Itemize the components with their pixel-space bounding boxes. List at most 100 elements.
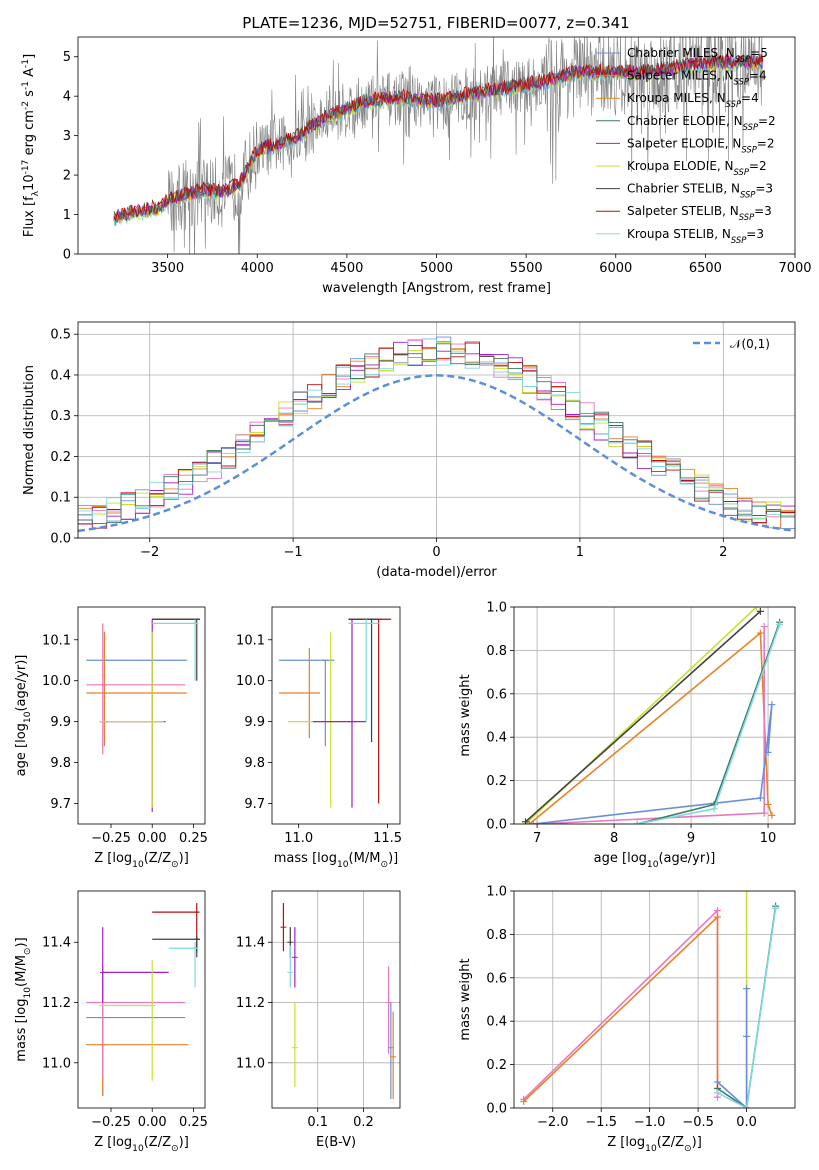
legend-label-kroupa_stelib: Kroupa STELIB, NSSP=3 xyxy=(627,227,764,245)
legend-label-gauss: 𝒩(0,1) xyxy=(730,337,770,351)
y-tick-label: 0.8 xyxy=(486,928,507,943)
x-tick-label: 1 xyxy=(576,545,584,560)
y-axis-label: mass weight xyxy=(458,674,473,756)
weight-marker-kroupa_stelib xyxy=(772,904,780,912)
y-tick-label: 11.0 xyxy=(236,1056,265,1071)
legend-label-kroupa_elodie: Kroupa ELODIE, NSSP=2 xyxy=(627,159,767,177)
x-tick-label: −1 xyxy=(284,545,303,560)
errorbar-point-salpeter_elodie xyxy=(99,619,166,812)
x-axis-label: E(B-V) xyxy=(316,1135,356,1150)
y-tick-label: 0.0 xyxy=(486,1102,507,1117)
plot-area xyxy=(520,891,780,1108)
x-tick-label: −2.0 xyxy=(537,1115,569,1130)
x-tick-label: 4500 xyxy=(330,261,363,276)
x-tick-label: 11.5 xyxy=(373,831,402,846)
massweight-vs-age-panel: 7 8 9 10 0.0 0.2 0.4 0.6 0.8 1.0 age [log10(age/yr… xyxy=(458,601,796,870)
errorbar-point-chabrier_miles xyxy=(279,659,335,747)
x-tick-label: 0.00 xyxy=(138,1115,167,1130)
errorbar-point-salpeter_stelib xyxy=(152,903,200,952)
weight-marker-chabrier_miles xyxy=(529,820,537,824)
errorbar-point-kroupa_elodie xyxy=(291,1002,298,1087)
weight-marker-salpeter_miles xyxy=(768,811,776,819)
x-tick-label: 0.25 xyxy=(179,831,208,846)
axes: 3500 4000 4500 5000 5500 6000 6500 7000 0 1 2 3 4 5 wa… xyxy=(21,36,812,296)
x-tick-label: 5500 xyxy=(510,261,543,276)
x-tick-label: 8 xyxy=(610,831,618,846)
weight-marker-chabrier_miles xyxy=(743,1032,751,1040)
axes: −2.0 −1.5 −1.0 −0.5 0.0 0.0 0.2 0.4 0.6 0.8 1.0 Z [… xyxy=(458,885,796,1154)
histogram-chabrier_elodie xyxy=(78,343,795,525)
x-axis-label: mass [log10(M/M⊙)] xyxy=(274,851,398,870)
weight-marker-pink xyxy=(533,820,541,824)
errorbar-point-kroupa_stelib xyxy=(348,619,379,722)
errorbar-point-kroupa_elodie xyxy=(288,631,345,808)
y-tick-label: 9.9 xyxy=(50,715,71,730)
y-tick-label: 11.4 xyxy=(236,936,265,951)
weight-marker-pink xyxy=(760,623,768,631)
x-tick-label: 11.0 xyxy=(284,831,313,846)
axes: −0.25 0.00 0.25 9.7 9.8 9.9 10.0 10.1 Z [log10(Z… xyxy=(14,606,208,870)
plot-area xyxy=(86,903,201,1096)
y-tick-label: 1 xyxy=(63,208,71,223)
x-tick-label: −0.25 xyxy=(91,831,131,846)
legend-label-salpeter_miles: Salpeter MILES, NSSP=4 xyxy=(627,69,767,87)
weight-marker-kroupa_elodie xyxy=(753,607,761,611)
weight-line-pink xyxy=(537,626,765,824)
errorbar-point-chabrier_stelib xyxy=(152,618,201,681)
y-tick-label: 9.8 xyxy=(50,756,71,771)
x-tick-label: −1.0 xyxy=(634,1115,666,1130)
spectrum-panel: 3500 4000 4500 5000 5500 6000 6500 7000 0 1 2 3 4 5 wa… xyxy=(21,14,812,296)
weight-line-chabrier_miles xyxy=(533,704,773,824)
weight-marker-chabrier_miles xyxy=(756,794,764,802)
y-axis-label: mass weight xyxy=(458,958,473,1040)
plot-area xyxy=(78,336,795,533)
errorbar-point-salpeter_stelib xyxy=(348,618,392,804)
errorbar-point-salpeter_elodie xyxy=(312,619,367,808)
y-tick-label: 10.0 xyxy=(236,674,265,689)
y-tick-label: 0.5 xyxy=(50,328,71,343)
errorbar-point-salpeter_stelib xyxy=(280,903,287,952)
weight-marker-chabrier_miles xyxy=(764,748,772,756)
gridlines xyxy=(514,890,795,1109)
weight-line-kroupa_stelib xyxy=(717,908,777,1108)
x-axis-label: Z [log10(Z/Z⊙)] xyxy=(94,1135,189,1154)
errorbar-point-salpeter_miles xyxy=(86,631,187,747)
x-tick-label: 0.25 xyxy=(179,1115,208,1130)
weight-marker-kroupa_stelib xyxy=(710,805,718,813)
y-tick-label: 0.1 xyxy=(50,491,71,506)
y-tick-label: 11.2 xyxy=(42,996,71,1011)
plot-area xyxy=(113,37,764,254)
mass-vs-ebv-panel: 0.1 0.2 11.0 11.2 11.4 E(B-V) xyxy=(236,890,401,1150)
errorbar-point-salpeter_elodie xyxy=(291,927,298,988)
x-tick-label: 3500 xyxy=(151,261,184,276)
y-tick-label: 0.4 xyxy=(50,368,71,383)
chart-title: PLATE=1236, MJD=52751, FIBERID=0077, z=0… xyxy=(242,14,629,32)
plot-area xyxy=(279,618,392,808)
legend: 𝒩(0,1) xyxy=(693,337,770,351)
x-axis-label: Z [log10(Z/Z⊙)] xyxy=(94,851,189,870)
y-tick-label: 11.2 xyxy=(236,996,265,1011)
x-tick-label: 6500 xyxy=(689,261,722,276)
x-axis-label: Z [log10(Z/Z⊙)] xyxy=(607,1135,702,1154)
errorbar-point-kroupa_stelib xyxy=(287,945,294,988)
y-tick-label: 0.3 xyxy=(50,409,71,424)
y-tick-label: 9.7 xyxy=(244,797,265,812)
x-tick-label: −0.5 xyxy=(682,1115,714,1130)
y-axis-label: mass [log10(M/M⊙)] xyxy=(14,937,33,1061)
axes: 7 8 9 10 0.0 0.2 0.4 0.6 0.8 1.0 age [log10(age/yr… xyxy=(458,601,796,870)
weight-line-kroupa_stelib xyxy=(637,624,781,824)
x-tick-label: 0.0 xyxy=(736,1115,757,1130)
errorbar-point-pink xyxy=(86,966,186,1078)
age-vs-metallicity-panel: −0.25 0.00 0.25 9.7 9.8 9.9 10.0 10.1 Z [log10(Z… xyxy=(14,606,208,870)
plot-area xyxy=(522,607,784,824)
legend-label-chabrier_elodie: Chabrier ELODIE, NSSP=2 xyxy=(627,114,776,132)
errorbar-point-salpeter_stelib xyxy=(152,618,199,624)
weight-marker-salpeter_miles xyxy=(520,1097,528,1105)
y-tick-label: 9.8 xyxy=(244,756,265,771)
weight-marker-chabrier_stelib xyxy=(756,607,764,615)
normal-distribution-curve xyxy=(78,374,793,533)
legend: Chabrier MILES, NSSP=5 Salpeter MILES, NS… xyxy=(596,46,776,245)
errorbar-point-salpeter_miles xyxy=(390,1011,397,1099)
y-tick-label: 10.1 xyxy=(236,633,265,648)
